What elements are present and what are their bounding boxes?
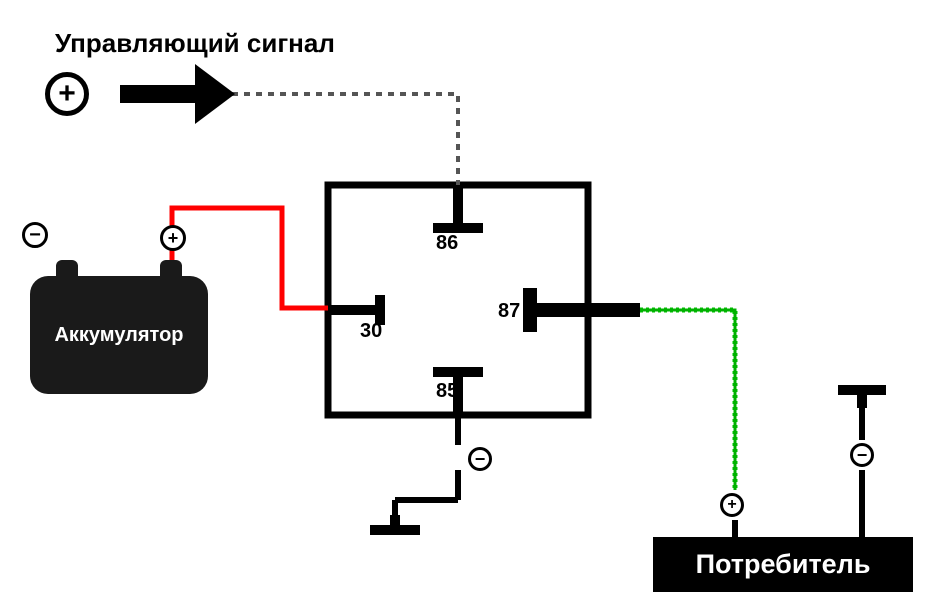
- battery-box: Аккумулятор: [30, 276, 208, 394]
- pin-87-label: 87: [498, 300, 520, 323]
- consumer-minus-icon: −: [850, 443, 874, 467]
- pin-86-label: 86: [436, 232, 458, 255]
- signal-plus-icon: +: [45, 72, 89, 116]
- battery-label: Аккумулятор: [54, 324, 183, 347]
- wire-87-to-consumer: [640, 310, 735, 490]
- wire-signal: [232, 94, 458, 185]
- wire-85-ground: [370, 415, 458, 530]
- battery-plus-icon: +: [160, 225, 186, 251]
- pin-30-label: 30: [360, 320, 382, 343]
- consumer-box: Потребитель: [653, 537, 913, 592]
- pin-87: [530, 288, 588, 332]
- pin-86: [433, 185, 483, 228]
- pin85-minus-icon: −: [468, 447, 492, 471]
- consumer-label: Потребитель: [696, 549, 871, 580]
- signal-arrow-icon: [120, 64, 235, 124]
- battery-minus-icon: −: [22, 222, 48, 248]
- consumer-plus-icon: +: [720, 493, 744, 517]
- title-label: Управляющий сигнал: [55, 28, 335, 59]
- pin-85-label: 85: [436, 380, 458, 403]
